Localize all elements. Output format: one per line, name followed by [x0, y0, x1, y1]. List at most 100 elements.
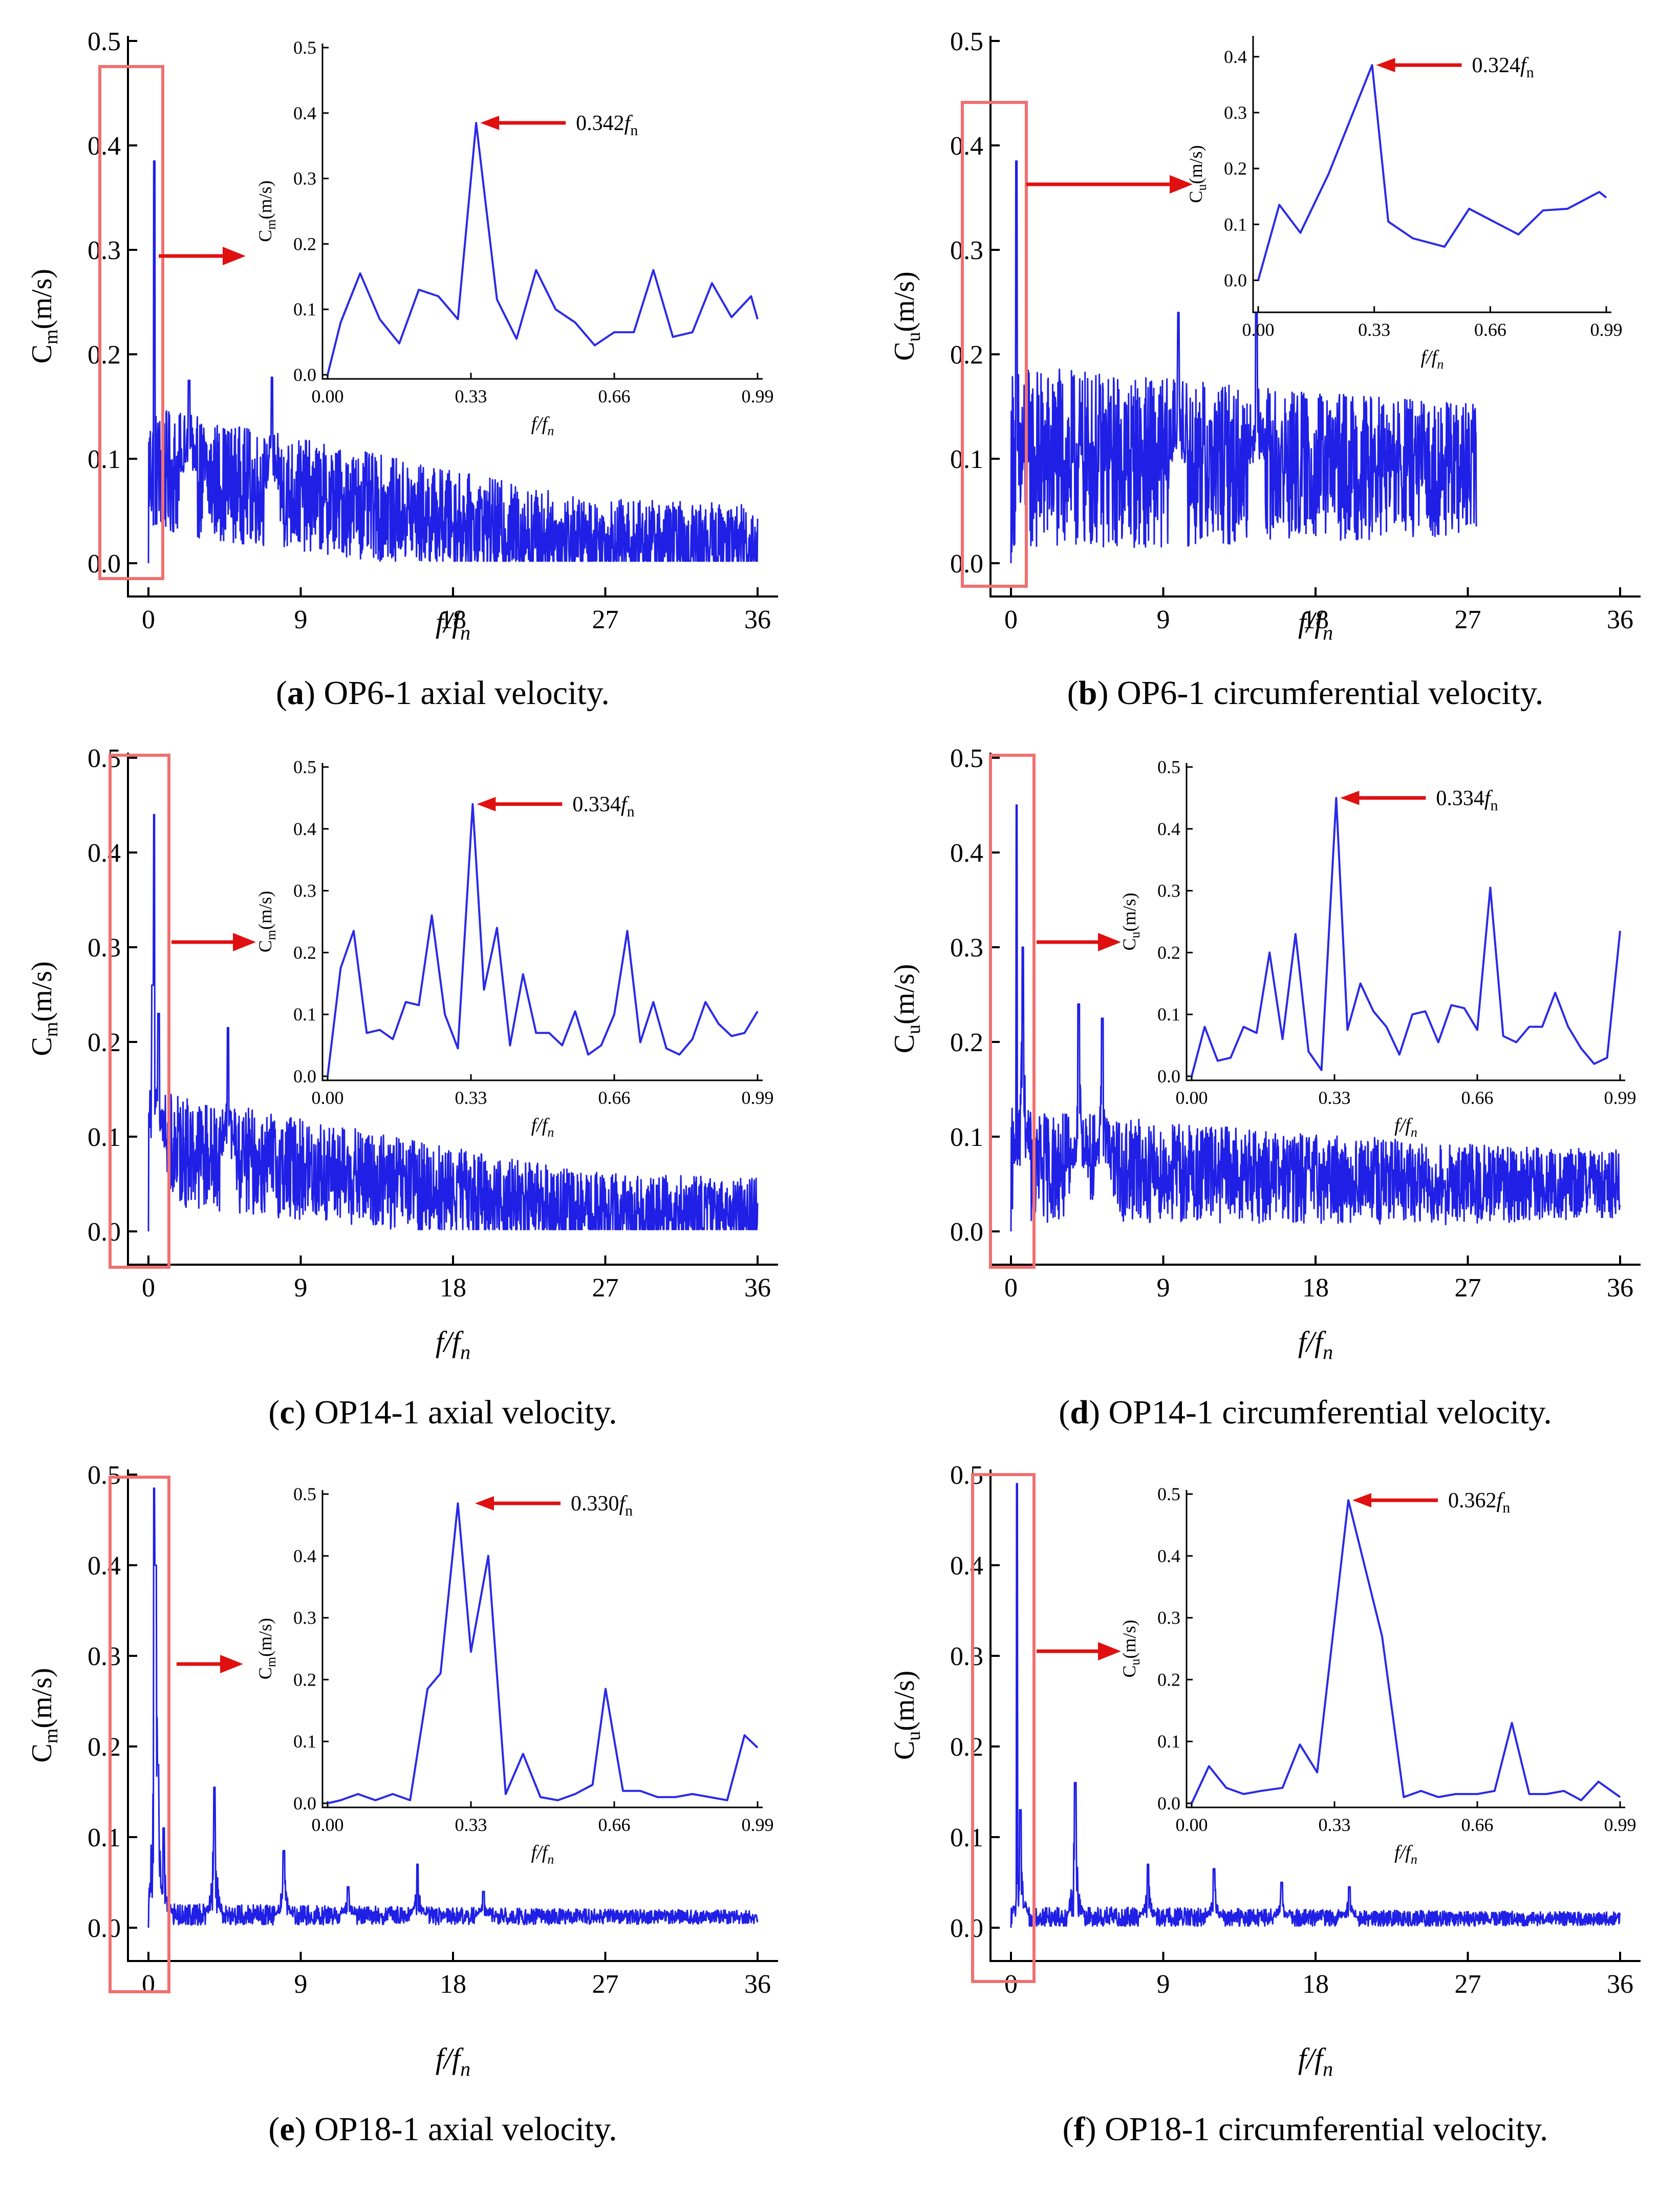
spectrum-series-line [147, 814, 759, 1232]
y-tick-label: 0.3 [88, 236, 121, 265]
y-tick-label: 0.0 [950, 1914, 983, 1943]
x-tick-label: 27 [592, 605, 619, 634]
inset-x-tick-label: 0.00 [312, 1815, 344, 1835]
y-tick-label: 0.3 [950, 1642, 983, 1671]
inset-x-tick-label: 0.33 [455, 386, 487, 407]
axis-frame [127, 753, 778, 1266]
inset-axis-frame [1252, 36, 1611, 313]
inset-axis-frame [1186, 1490, 1625, 1808]
caption-e: (e) OP18-1 axial velocity. [268, 2111, 617, 2148]
peak-annotation: 0.330fn [571, 1492, 633, 1519]
inset-x-tick-label: 0.66 [1461, 1088, 1494, 1108]
inset-x-tick-label: 0.99 [1604, 1815, 1636, 1835]
y-axis-label: Cm(m/s) [26, 269, 62, 364]
y-tick-label: 0.0 [950, 1218, 983, 1247]
x-axis-label: f/fn [436, 2042, 470, 2080]
zoom-arrow-head [1098, 933, 1121, 951]
y-tick-label: 0.1 [950, 1823, 983, 1852]
x-tick-label: 9 [294, 605, 308, 634]
x-tick-label: 36 [1607, 1273, 1633, 1303]
y-tick-label: 0.1 [950, 1123, 983, 1152]
y-tick-label: 0.2 [950, 1028, 983, 1057]
x-axis-label: f/fn [1298, 1325, 1333, 1363]
x-tick-label: 0 [1004, 1970, 1018, 1999]
zoom-arrow-head [233, 933, 256, 951]
inset-x-tick-label: 0.33 [455, 1815, 487, 1835]
inset-y-tick-label: 0.0 [1224, 270, 1247, 290]
inset-y-tick-label: 0.1 [293, 299, 316, 319]
y-tick-label: 0.4 [950, 1551, 983, 1581]
y-tick-label: 0.4 [950, 132, 983, 161]
inset-y-tick-label: 0.3 [1157, 881, 1180, 901]
spectrum-series-line [1010, 160, 1477, 564]
zoom-arrow-head [1098, 1642, 1121, 1660]
y-axis-label: Cu(m/s) [889, 271, 924, 361]
x-tick-label: 0 [1004, 605, 1018, 634]
inset-y-tick-label: 0.3 [293, 1608, 316, 1628]
zoom-region-box [989, 754, 1036, 1269]
inset-chart: 0.0 0.1 0.2 0.3 0.4 0.5 0.00 0.33 0.66 0.99 Cu(m/s… [1119, 1484, 1636, 1867]
inset-series-line [327, 1502, 759, 1804]
inset-x-tick-label: 0.66 [1474, 319, 1506, 340]
inset-y-tick-label: 0.4 [1224, 47, 1247, 67]
y-tick-label: 0.1 [88, 1823, 121, 1852]
inset-y-tick-label: 0.2 [293, 1669, 316, 1690]
chart-panel-d: 0.00.10.20.30.40.50 9 18 27 36Cu(m/s)f/fn0.0… [889, 744, 1641, 1431]
x-tick-label: 18 [440, 1970, 466, 1999]
inset-series-line [1257, 64, 1607, 281]
zoom-arrow-head [1170, 175, 1193, 194]
inset-y-tick-label: 0.5 [1157, 1484, 1180, 1504]
y-tick-label: 0.1 [88, 445, 121, 474]
inset-y-axis-label: Cm(m/s) [255, 891, 278, 952]
peak-arrow-head [1376, 58, 1395, 73]
inset-y-tick-label: 0.0 [293, 1793, 316, 1814]
peak-annotation: 0.334fn [1436, 786, 1498, 814]
inset-x-tick-label: 0.66 [1461, 1815, 1494, 1835]
zoom-region-box [109, 1476, 170, 1993]
chart-panel-f: 0.00.10.20.30.40.50 9 18 27 36Cu(m/s)f/fn0.0… [889, 1461, 1641, 2148]
x-tick-label: 18 [1302, 605, 1329, 634]
y-tick-label: 0.4 [88, 839, 121, 868]
inset-y-tick-label: 0.2 [293, 233, 316, 254]
chart-panel-b: 0.00.10.20.30.40.50 9 18 27 36Cu(m/s)f/fn0.0… [889, 27, 1641, 712]
x-tick-label: 9 [294, 1970, 308, 1999]
inset-x-tick-label: 0.33 [455, 1088, 487, 1108]
inset-series-line [327, 803, 759, 1077]
inset-x-tick-label: 0.00 [1242, 319, 1275, 340]
inset-y-tick-label: 0.3 [1224, 102, 1247, 123]
x-axis-label: f/fn [1298, 2042, 1333, 2080]
zoom-arrow-head [223, 247, 246, 265]
inset-x-axis-label: f/fn [531, 1842, 554, 1867]
y-tick-label: 0.5 [950, 744, 983, 773]
inset-x-tick-label: 0.33 [1319, 1088, 1351, 1108]
inset-axis-frame [321, 44, 763, 380]
inset-y-tick-label: 0.1 [293, 1731, 316, 1752]
inset-x-tick-label: 0.00 [1176, 1815, 1208, 1835]
inset-x-tick-label: 0.99 [742, 1815, 774, 1835]
y-tick-label: 0.3 [88, 933, 121, 963]
inset-y-tick-label: 0.1 [293, 1004, 316, 1025]
spectrum-series-line [147, 160, 759, 564]
y-tick-label: 0.2 [950, 340, 983, 370]
inset-x-tick-label: 0.00 [312, 386, 344, 407]
peak-arrow-head [475, 1496, 494, 1511]
inset-x-tick-label: 0.00 [312, 1088, 344, 1108]
peak-arrow-head [480, 115, 500, 130]
x-tick-label: 36 [744, 605, 771, 634]
inset-y-tick-label: 0.1 [1224, 214, 1247, 235]
x-tick-label: 36 [1607, 1970, 1633, 1999]
inset-y-tick-label: 0.0 [1157, 1793, 1180, 1814]
inset-y-tick-label: 0.5 [293, 757, 316, 777]
axis-frame [989, 1469, 1641, 1962]
peak-arrow-head [477, 797, 496, 812]
x-tick-label: 18 [440, 605, 466, 634]
inset-y-tick-label: 0.2 [293, 942, 316, 963]
inset-y-tick-label: 0.1 [1157, 1004, 1180, 1025]
x-tick-label: 36 [744, 1273, 771, 1303]
inset-x-tick-label: 0.99 [742, 386, 774, 407]
inset-y-tick-label: 0.4 [293, 103, 316, 123]
y-tick-label: 0.5 [88, 27, 121, 56]
y-tick-label: 0.1 [88, 1123, 121, 1152]
y-tick-label: 0.4 [950, 839, 983, 868]
